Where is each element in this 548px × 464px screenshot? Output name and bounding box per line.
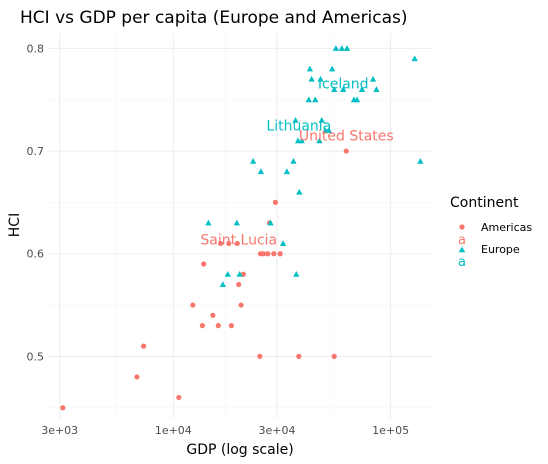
europe-point <box>340 86 347 92</box>
europe-point <box>296 188 303 195</box>
legend-key-americas-marker <box>459 224 465 230</box>
x-tick-label: 3e+03 <box>41 424 78 437</box>
americas-point <box>60 405 66 411</box>
europe-point <box>305 96 312 103</box>
europe-point <box>298 137 305 144</box>
legend-key-americas-letter: a <box>458 233 466 248</box>
legend-key-europe-letter: a <box>458 255 466 270</box>
americas-point <box>272 199 279 205</box>
annotation-saint-lucia: Saint Lucia <box>200 232 277 248</box>
europe-point <box>325 127 333 134</box>
europe-point <box>267 219 274 226</box>
americas-point <box>226 240 232 247</box>
americas-point <box>257 353 263 359</box>
europe-point <box>316 137 323 144</box>
americas-point <box>331 353 337 359</box>
europe-point <box>292 116 299 123</box>
chart-title: HCI vs GDP per capita (Europe and Americ… <box>20 8 408 28</box>
europe-point <box>306 65 314 72</box>
x-tick-label: 1e+04 <box>155 424 192 437</box>
y-axis-ticks: 0.5 0.6 0.7 0.8 <box>27 42 45 363</box>
x-tick-label: 3e+04 <box>259 424 296 437</box>
europe-point <box>224 270 231 277</box>
europe-point <box>308 75 315 82</box>
europe-point <box>293 270 300 277</box>
europe-point <box>417 158 424 164</box>
europe-point <box>317 75 324 82</box>
europe-point <box>358 86 366 92</box>
europe-point <box>332 45 340 51</box>
legend-key-europe-marker <box>458 246 466 253</box>
y-tick-label: 0.6 <box>27 248 45 261</box>
legend-label-europe: Europe <box>481 243 520 256</box>
americas-point <box>190 302 196 308</box>
europe-point <box>329 65 336 72</box>
europe-point <box>411 55 418 62</box>
annotation-lithuania: Lithuania <box>266 118 331 134</box>
x-tick-label: 1e+05 <box>372 424 409 437</box>
americas-point <box>236 281 242 288</box>
americas-point <box>215 323 221 329</box>
annotation-united-states: United States <box>299 129 394 145</box>
europe-point <box>318 116 325 123</box>
y-axis-title: HCI <box>7 213 23 237</box>
europe-point <box>205 219 212 226</box>
americas-point <box>141 343 147 349</box>
grid-lines <box>48 33 432 418</box>
europe-point <box>290 158 297 164</box>
y-tick-label: 0.5 <box>27 350 45 363</box>
legend: Continent a Americas a Europe <box>450 195 532 270</box>
europe-point <box>343 45 351 51</box>
europe-point <box>250 158 257 164</box>
y-tick-label: 0.7 <box>27 145 45 158</box>
americas-point <box>201 261 207 267</box>
americas-point <box>228 323 234 329</box>
americas-point <box>265 251 271 257</box>
americas-point <box>234 240 240 247</box>
americas-point <box>210 312 216 318</box>
americas-point <box>217 240 224 247</box>
x-axis-ticks: 3e+03 1e+04 3e+04 1e+05 <box>41 424 409 437</box>
americas-point <box>343 148 349 154</box>
europe-point <box>312 96 319 103</box>
americas-point <box>277 251 283 257</box>
americas-point <box>134 374 140 380</box>
europe-point <box>257 168 265 175</box>
europe-point <box>233 219 240 226</box>
europe-point <box>338 45 345 51</box>
y-tick-label: 0.8 <box>27 42 45 55</box>
europe-point <box>373 86 380 92</box>
data-points <box>60 45 424 411</box>
americas-point <box>271 251 277 257</box>
europe-point <box>279 240 287 246</box>
europe-point <box>353 96 361 103</box>
americas-point <box>260 251 267 257</box>
legend-label-americas: Americas <box>481 221 532 234</box>
americas-point <box>238 302 244 308</box>
europe-point <box>283 168 290 175</box>
annotation-iceland: Iceland <box>318 76 369 92</box>
legend-title: Continent <box>450 195 519 211</box>
x-axis-title: GDP (log scale) <box>186 442 293 458</box>
europe-point <box>236 270 243 277</box>
europe-point <box>369 75 377 82</box>
americas-point <box>176 394 182 401</box>
europe-point <box>219 281 226 288</box>
europe-point <box>331 86 338 92</box>
americas-point <box>296 353 302 359</box>
americas-point <box>199 323 205 329</box>
